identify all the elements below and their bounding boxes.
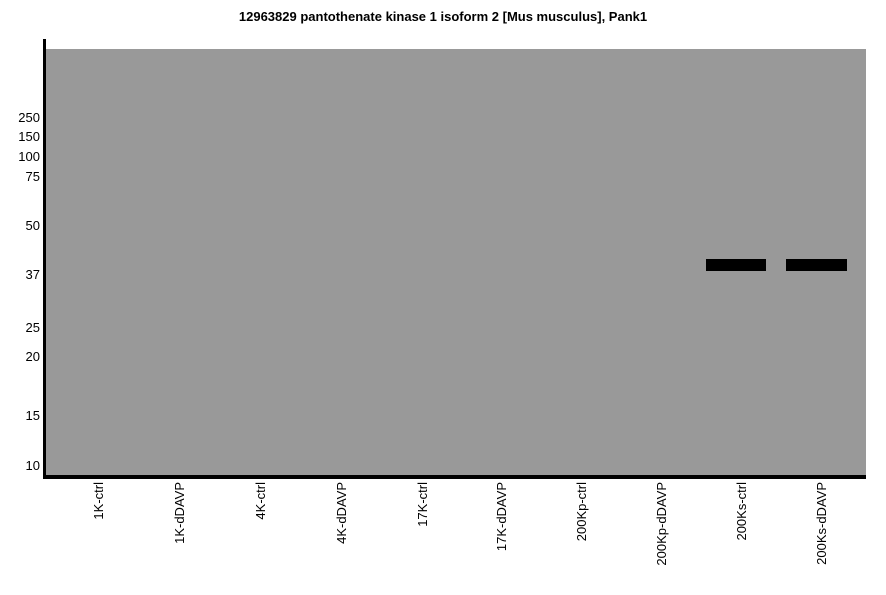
x-axis-lane-label: 17K-dDAVP (494, 482, 509, 552)
x-axis-lane-label: 1K-dDAVP (172, 482, 187, 544)
x-axis-lane-label: 4K-dDAVP (334, 482, 349, 544)
gel-band (706, 259, 766, 271)
y-axis-label: 10 (25, 458, 40, 473)
x-axis-lane-label: 4K-ctrl (253, 482, 268, 520)
y-axis-label: 150 (18, 129, 40, 144)
gel-band (785, 259, 847, 271)
y-axis-label: 15 (25, 408, 40, 423)
x-axis-lane-label: 17K-ctrl (415, 482, 430, 527)
y-axis-label: 75 (25, 169, 40, 184)
x-axis-lane-label: 1K-ctrl (91, 482, 106, 520)
y-axis-label: 37 (25, 267, 40, 282)
y-axis-label: 250 (18, 110, 40, 125)
y-axis-label: 20 (25, 349, 40, 364)
x-axis-lane-label: 200Ks-ctrl (734, 482, 749, 541)
chart-title: 12963829 pantothenate kinase 1 isoform 2… (238, 9, 648, 24)
y-axis-label: 100 (18, 149, 40, 164)
x-axis-lane-label: 200Kp-dDAVP (654, 482, 669, 566)
y-axis-line (43, 39, 46, 479)
x-axis-lane-label: 200Kp-ctrl (574, 482, 589, 542)
x-axis-lane-label: 200Ks-dDAVP (814, 482, 829, 565)
y-axis-label: 25 (25, 320, 40, 335)
y-axis-label: 50 (25, 218, 40, 233)
